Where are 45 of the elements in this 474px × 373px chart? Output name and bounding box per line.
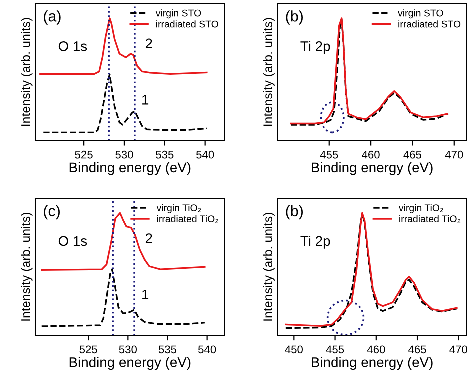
annotation: 2: [146, 234, 152, 244]
x-tick-label: 450: [285, 346, 303, 354]
chart-title: (b): [286, 10, 303, 25]
x-tick-label: 530: [119, 346, 137, 354]
legend-label: irradiated TiO₂: [400, 215, 461, 224]
legend-label: irradiated TiO₂: [157, 215, 218, 224]
x-tick-label: 535: [156, 150, 174, 159]
x-tick-label: 540: [196, 150, 214, 159]
y-axis-title: Intensity (arb. units): [263, 213, 275, 321]
x-tick-label: 465: [408, 346, 426, 354]
legend-label: irradiated STO: [156, 20, 218, 28]
legend-label: virgin STO: [398, 10, 444, 19]
annotation: Ti 2p: [300, 236, 330, 249]
chart-title: (a): [44, 10, 61, 25]
legend-label: irradiated STO: [398, 20, 461, 28]
annotation: 2: [146, 38, 152, 48]
x-tick-label: 455: [326, 346, 344, 354]
annotation: Ti 2p: [300, 41, 330, 54]
annotation: 1: [142, 290, 149, 300]
annotation: O 1s: [58, 42, 88, 52]
y-axis-title: Intensity (arb. units): [21, 213, 33, 321]
annotation: 1: [142, 95, 149, 105]
x-axis-title: Binding energy (eV): [70, 162, 191, 176]
annotation: O 1s: [58, 236, 88, 246]
x-axis-title: Binding energy (eV): [312, 162, 433, 176]
legend-label: virgin TiO₂: [156, 204, 202, 214]
x-axis-title: Binding energy (eV): [70, 357, 191, 370]
legend-label: virgin TiO₂: [398, 204, 444, 214]
x-tick-label: 460: [362, 150, 380, 159]
x-axis-title: Binding energy (eV): [312, 357, 433, 370]
x-tick-label: 455: [320, 151, 338, 159]
chart-title: (b): [286, 205, 303, 220]
x-tick-label: 460: [367, 346, 386, 354]
x-tick-label: 470: [450, 346, 468, 354]
x-tick-label: 525: [80, 346, 98, 354]
y-axis-title: Intensity (arb. units): [263, 18, 275, 126]
chart-title: (c): [44, 205, 60, 220]
x-tick-label: 540: [198, 346, 216, 354]
legend-label: virgin STO: [156, 10, 202, 19]
x-tick-label: 525: [75, 150, 93, 159]
x-tick-label: 465: [404, 150, 422, 159]
x-tick-label: 535: [158, 346, 177, 354]
x-tick-label: 470: [445, 150, 464, 159]
x-tick-label: 530: [116, 150, 134, 159]
y-axis-title: Intensity (arb. units): [21, 18, 33, 126]
